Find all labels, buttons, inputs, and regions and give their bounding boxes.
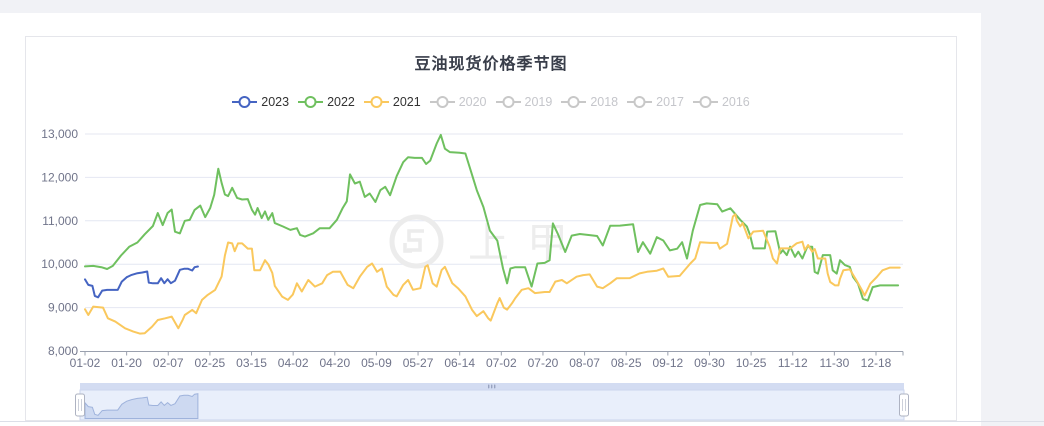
series-line-2021 (84, 213, 901, 335)
datazoom-data-preview (84, 393, 199, 419)
x-axis-label: 06-14 (444, 356, 475, 370)
x-axis-label: 05-09 (361, 356, 392, 370)
x-axis-label: 04-20 (319, 356, 350, 370)
legend-label: 2018 (590, 95, 619, 109)
legend-label: 2016 (721, 95, 750, 109)
legend-label: 2022 (327, 95, 355, 109)
legend-line-marker-icon (298, 96, 324, 108)
legend-label: 2023 (261, 95, 290, 109)
watermark-glyph-icon (407, 229, 424, 252)
y-axis-label: 9,000 (48, 301, 78, 315)
legend-label: 2021 (392, 95, 421, 109)
x-axis-label: 11-12 (778, 356, 808, 370)
section-divider (0, 421, 1044, 422)
x-axis-label: 03-15 (236, 356, 267, 370)
datazoom-selected-area[interactable] (79, 389, 905, 421)
y-axis-label: 13,000 (41, 127, 78, 141)
chart-title: 豆油现货价格季节图 (414, 56, 568, 73)
legend-line-marker-icon (561, 96, 587, 108)
series-line-2022 (84, 133, 900, 302)
series-line-2023 (84, 265, 199, 299)
legend-item-2019[interactable]: 2019 (495, 95, 553, 109)
legend-label: 2019 (524, 95, 553, 109)
page-chrome-top (0, 0, 1044, 13)
x-axis-label: 08-25 (611, 356, 642, 370)
x-axis-label: 02-07 (153, 356, 184, 370)
legend-label: 2020 (458, 95, 487, 109)
legend-item-2023[interactable]: 2023 (232, 95, 289, 109)
x-axis-label: 01-02 (70, 356, 101, 370)
watermark-ring-icon (389, 214, 444, 269)
x-axis-label: 01-20 (111, 356, 142, 370)
legend-item-2017[interactable]: 2017 (627, 95, 684, 109)
x-axis-label: 02-25 (195, 356, 226, 370)
legend-line-marker-icon (429, 96, 455, 108)
legend-item-2016[interactable]: 2016 (692, 95, 750, 109)
x-axis-label: 12-18 (861, 356, 892, 370)
y-axis-label: 11,000 (42, 214, 78, 228)
legend-line-marker-icon (692, 96, 718, 108)
chart-card: 豆油现货价格季节图 2023 2022 2021 2020 2019 2018 2017 20… (25, 36, 957, 421)
datazoom-handle-right[interactable] (899, 393, 909, 417)
datazoom-slider[interactable] (75, 383, 909, 421)
y-axis-label: 8,000 (48, 344, 78, 358)
legend-item-2020[interactable]: 2020 (429, 95, 487, 109)
legend-label: 2017 (656, 95, 684, 109)
y-axis-label: 12,000 (41, 170, 78, 184)
x-axis-label: 10-25 (736, 356, 767, 370)
legend-line-marker-icon (363, 96, 389, 108)
x-axis-label: 08-07 (569, 356, 600, 370)
x-axis-label: 07-02 (486, 356, 517, 370)
datazoom-handle-left[interactable] (75, 393, 85, 417)
x-axis-label: 07-20 (528, 356, 559, 370)
watermark-glyph-icon (403, 243, 412, 253)
page-chrome-right (981, 13, 1044, 426)
legend-line-marker-icon (495, 96, 521, 108)
x-axis-label: 11-30 (819, 356, 849, 370)
y-axis-label: 10,000 (41, 257, 78, 271)
datazoom-grip-icon[interactable] (488, 384, 496, 389)
x-axis-label: 05-27 (403, 356, 434, 370)
legend-item-2022[interactable]: 2022 (298, 95, 355, 109)
x-axis-label: 04-02 (278, 356, 309, 370)
x-axis-label: 09-12 (652, 356, 683, 370)
legend-item-2018[interactable]: 2018 (561, 95, 618, 109)
legend-item-2021[interactable]: 2021 (363, 95, 421, 109)
legend-line-marker-icon (627, 96, 653, 108)
chart-legend: 2023 2022 2021 2020 2019 2018 2017 2016 (26, 94, 956, 110)
legend-line-marker-icon (232, 96, 258, 108)
x-axis-label: 09-30 (694, 356, 725, 370)
